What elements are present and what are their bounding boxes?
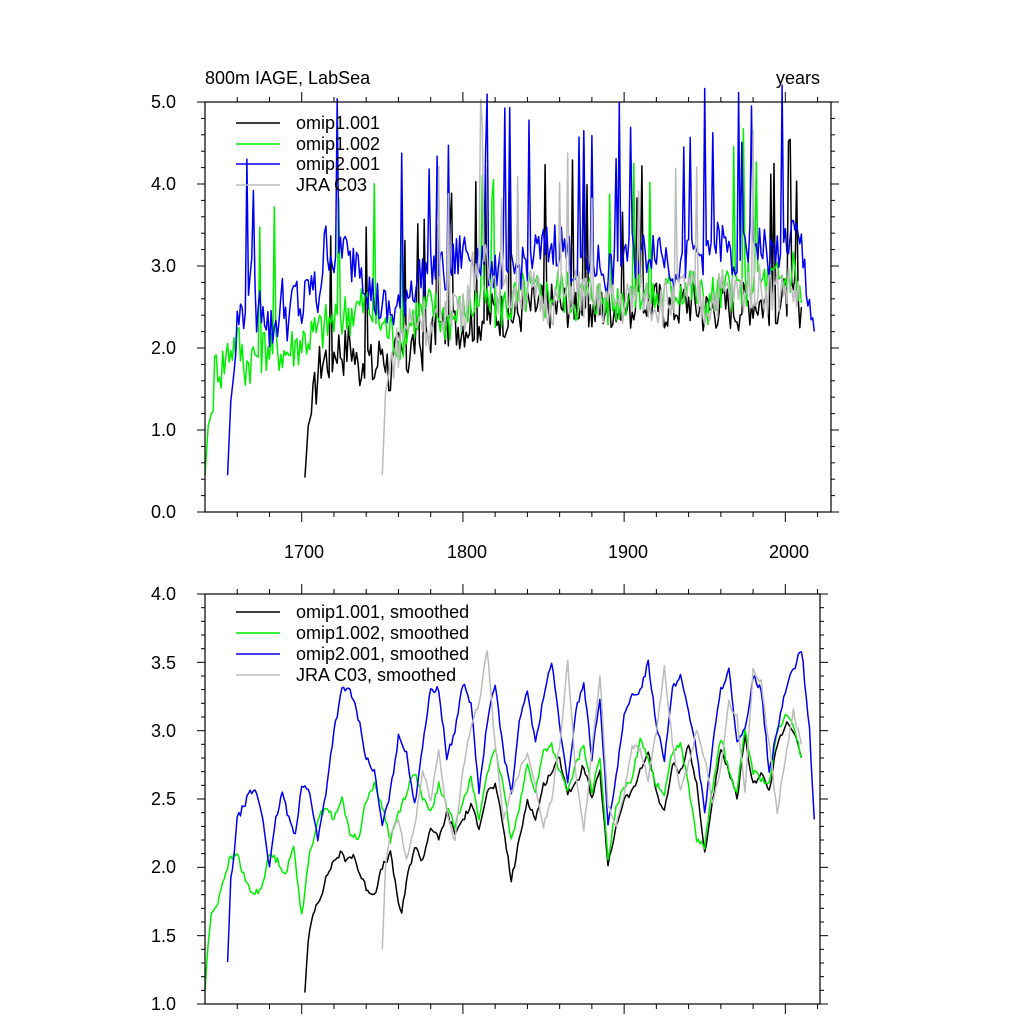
top-plot-frame [204,101,832,513]
top-title-right: years [776,68,820,88]
top-series-line-jra-c03 [381,98,802,476]
legend-label: JRA C03, smoothed [296,665,456,685]
bottom-y-tick-labels: 1.0 1.5 2.0 2.5 3.0 3.5 4.0 [151,584,176,1014]
top-x-tick-labels: 1700 1800 1900 2000 [284,542,809,562]
top-ytick-label: 1.0 [151,420,176,440]
legend-label: omip2.001, smoothed [296,644,469,664]
top-xtick-label: 1700 [284,542,324,562]
bottom-panel: 1.0 1.5 2.0 2.5 3.0 3.5 4.0 omip1.001, s… [151,584,828,1014]
legend-label: omip2.001 [296,154,380,174]
top-series-line-omip2-001 [226,84,816,476]
top-legend: omip1.001 omip1.002 omip2.001 JRA C03 [236,113,380,195]
top-xtick-label: 1900 [608,542,648,562]
legend-label: omip1.001 [296,113,380,133]
bottom-series-group [204,650,816,993]
top-panel: 800m IAGE, LabSea years 0.0 1.0 2.0 3.0 … [151,68,839,562]
bottom-ytick-label: 2.5 [151,789,176,809]
top-ytick-label: 0.0 [151,502,176,522]
top-series-line-omip1-001 [304,138,803,478]
bottom-ytick-label: 3.0 [151,721,176,741]
top-ytick-label: 5.0 [151,92,176,112]
bottom-legend: omip1.001, smoothed omip1.002, smoothed … [236,602,469,685]
legend-label: omip1.002, smoothed [296,623,469,643]
bottom-ytick-label: 2.0 [151,857,176,877]
bottom-ytick-label: 3.5 [151,653,176,673]
top-xtick-label: 2000 [769,542,809,562]
top-y-tick-labels: 0.0 1.0 2.0 3.0 4.0 5.0 [151,92,176,522]
legend-label: omip1.001, smoothed [296,602,469,622]
bottom-series-line-omip2-001-smoothed [226,651,816,963]
bottom-ticks [197,584,828,1014]
legend-label: JRA C03 [296,175,367,195]
top-series-group [204,84,816,478]
top-xtick-label: 1800 [447,542,487,562]
top-ytick-label: 4.0 [151,174,176,194]
top-ytick-label: 3.0 [151,256,176,276]
bottom-ytick-label: 1.5 [151,926,176,946]
top-series-line-omip1-002 [204,128,803,476]
bottom-ytick-label: 1.0 [151,994,176,1014]
bottom-ytick-label: 4.0 [151,584,176,604]
bottom-series-line-jra-c03-smoothed [381,650,803,950]
bottom-series-line-omip1-002-smoothed [204,713,803,992]
bottom-series-line-omip1-001-smoothed [304,721,803,993]
top-title-left: 800m IAGE, LabSea [205,68,371,88]
legend-label: omip1.002 [296,134,380,154]
top-ytick-label: 2.0 [151,338,176,358]
top-ticks [197,92,839,522]
